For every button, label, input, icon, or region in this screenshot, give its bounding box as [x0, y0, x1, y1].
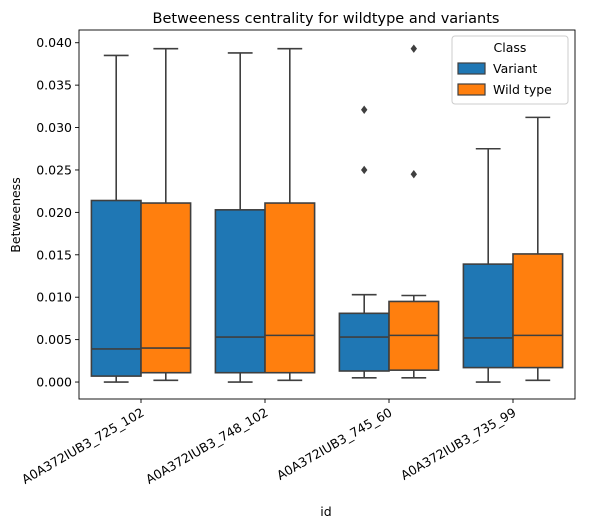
y-tick-label: 0.020 [36, 205, 72, 220]
legend-swatch [457, 62, 486, 75]
plot-area [90, 44, 564, 383]
x-tick-label: A0A372IUB3_725_102 [19, 405, 146, 487]
legend: Class Variant Wild type [451, 35, 569, 105]
plot-frame [78, 29, 576, 400]
y-tick-label: 0.010 [36, 290, 72, 305]
iqr-box [338, 312, 390, 372]
legend-title: Class [494, 40, 527, 55]
y-tick-label: 0.040 [36, 35, 72, 50]
x-tick-label: A0A372IUB3_748_102 [143, 405, 270, 487]
iqr-box [140, 202, 192, 374]
box-wild-type-2 [264, 47, 316, 382]
iqr-box [512, 253, 564, 369]
outlier-point [410, 44, 417, 53]
y-tick-label: 0.035 [36, 78, 72, 93]
y-tick-label: 0.000 [36, 375, 72, 390]
legend-entry: Wild type [493, 82, 552, 97]
outlier-point [410, 170, 417, 179]
chart-title: Betweeness centrality for wildtype and v… [153, 11, 500, 27]
box-variant-2 [214, 52, 266, 383]
y-axis: 0.000 0.005 0.010 0.015 0.020 0.025 0.030 0.035… [36, 35, 79, 390]
box-wild-type-3 [388, 44, 440, 379]
y-axis-label: Betweeness [8, 177, 23, 252]
iqr-box [462, 263, 514, 369]
outlier-point [361, 105, 368, 114]
legend-entry: Variant [493, 61, 537, 76]
y-tick-label: 0.005 [36, 332, 72, 347]
x-axis-label: id [320, 504, 331, 519]
box-variant-1 [90, 54, 142, 383]
x-tick-label: A0A372IUB3_735_99 [398, 405, 519, 483]
box-variant-3 [338, 105, 390, 379]
box-variant-4 [462, 147, 514, 383]
y-tick-label: 0.015 [36, 247, 72, 262]
box-wild-type-1 [140, 47, 192, 382]
y-tick-label: 0.025 [36, 162, 72, 177]
y-tick-label: 0.030 [36, 120, 72, 135]
iqr-box [90, 199, 142, 377]
x-tick-label: A0A372IUB3_745_60 [274, 405, 395, 483]
box-wild-type-4 [512, 116, 564, 382]
legend-swatch [457, 83, 486, 96]
iqr-box [214, 209, 266, 374]
outlier-point [361, 165, 368, 175]
iqr-box [264, 202, 316, 374]
